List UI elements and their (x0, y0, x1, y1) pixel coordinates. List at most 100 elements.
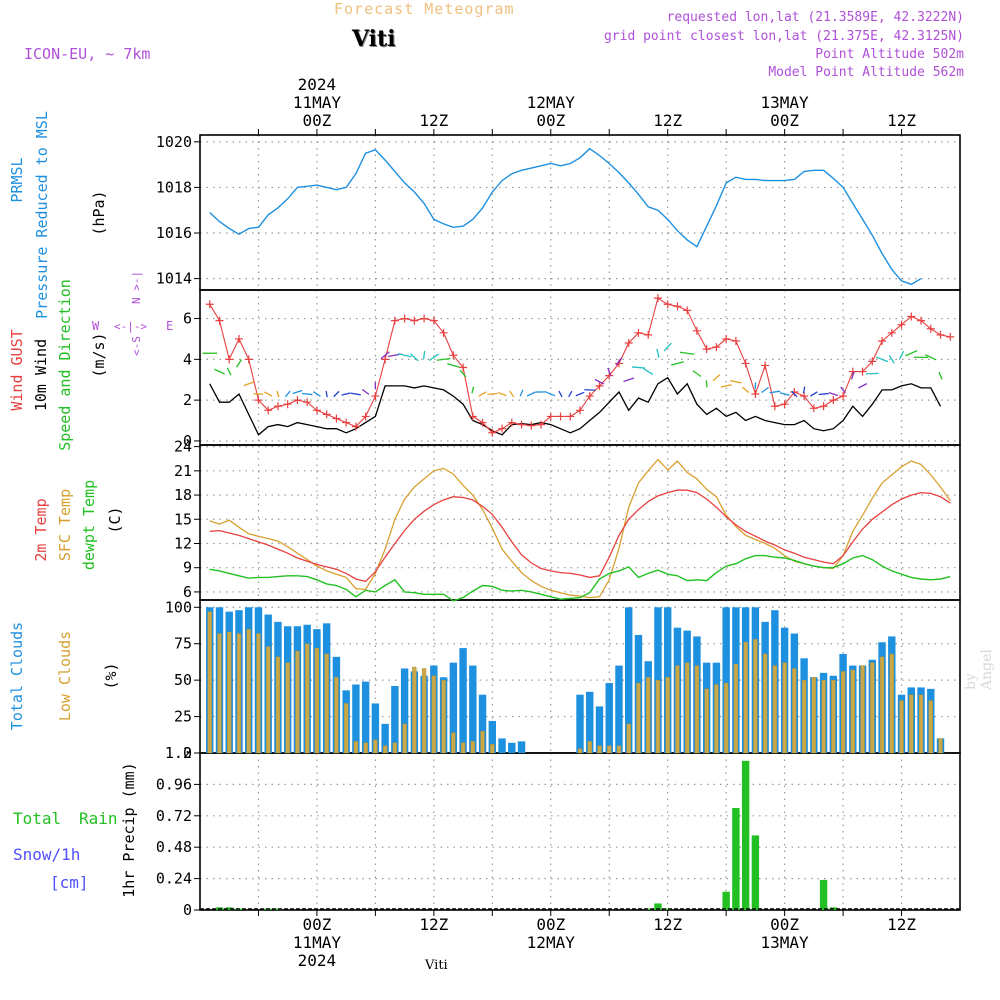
gust-marker (478, 418, 487, 427)
gust-marker (907, 312, 916, 321)
gust-marker (215, 316, 224, 325)
y-tick-label: 9 (183, 559, 192, 577)
gust-marker (507, 418, 516, 427)
gust-marker (692, 326, 701, 335)
low-cloud-bar (889, 653, 894, 754)
gust-marker (819, 402, 828, 411)
wind-direction-arrow (350, 392, 361, 396)
gust-marker (322, 410, 331, 419)
low-cloud-bar (714, 684, 719, 754)
wind-direction-arrow (436, 357, 451, 361)
wind-direction-arrow (679, 351, 695, 355)
wind-direction-arrow (730, 380, 742, 384)
wind-direction-arrow (546, 391, 556, 397)
gust-marker (381, 355, 390, 364)
low-cloud-bar (324, 653, 329, 754)
precip-bar (644, 908, 652, 910)
total-cloud-bar (722, 607, 730, 753)
total-cloud-bar (576, 694, 584, 753)
low-cloud-bar (266, 646, 271, 754)
bottom-time-label: 12Z (887, 915, 916, 934)
wind-direction-arrow (380, 351, 390, 360)
low-cloud-bar (772, 665, 778, 754)
gust-marker (722, 334, 731, 343)
low-cloud-bar (879, 656, 885, 754)
wind-direction-arrow (720, 384, 732, 388)
low-cloud-bar (490, 744, 495, 754)
gust-marker (371, 392, 380, 401)
precip-bar (654, 903, 662, 910)
gust-marker (673, 302, 682, 311)
low-cloud-bar (412, 666, 417, 754)
total-cloud-bar (517, 741, 526, 753)
compass-axis: <-|-> (114, 320, 147, 333)
y-tick-label: 1014 (156, 270, 192, 288)
wind-direction-arrow (924, 354, 937, 361)
low-cloud-bar (704, 688, 709, 754)
low-cloud-bar (480, 730, 485, 754)
panel-pressure: 1014 1016 1018 1020 (156, 133, 961, 291)
wind-direction-arrow (712, 374, 721, 382)
low-cloud-bar (733, 663, 739, 754)
gust-marker (264, 406, 273, 415)
low-cloud-bar (821, 679, 826, 754)
gust-marker (420, 314, 429, 323)
gust-marker (624, 339, 633, 348)
low-cloud-bar (918, 694, 924, 754)
top-time-label: 2024 (298, 75, 337, 94)
top-time-label: 00Z (302, 111, 331, 130)
wind-direction-arrow (558, 390, 563, 398)
y-tick-label: 0.72 (156, 807, 192, 825)
wind-direction-arrow (325, 390, 328, 398)
low-cloud-bar (636, 682, 641, 754)
y-tick-label: 24 (174, 438, 192, 456)
low-clouds-label: Low Clouds (56, 631, 74, 721)
wind-direction-arrow (276, 390, 280, 398)
top-time-label: 12Z (653, 111, 682, 130)
wind-direction-arrow (802, 386, 806, 394)
bottom-time-label: 00Z (302, 915, 331, 934)
sfc-temp-line (209, 458, 951, 599)
low-cloud-bar (344, 703, 349, 754)
gust-marker (897, 320, 906, 329)
gust-marker (390, 316, 399, 325)
wind-direction-arrow (791, 390, 798, 398)
y-tick-label: 1016 (156, 224, 192, 242)
wind-speed-line (209, 376, 942, 436)
y-tick-label: 6 (183, 583, 192, 601)
wind-direction-arrow (615, 357, 623, 366)
temp-unit: (C) (106, 506, 124, 533)
wind-speed-dir-label: Speed and Direction (56, 279, 74, 451)
total-cloud-bar (352, 684, 360, 753)
low-cloud-bar (597, 745, 602, 754)
precip-bar (274, 908, 282, 910)
gust-marker (809, 404, 818, 413)
y-tick-label: 1020 (156, 133, 192, 151)
y-tick-label: 15 (174, 510, 192, 528)
y-tick-label: 0.96 (156, 775, 192, 793)
low-cloud-bar (402, 723, 407, 754)
wind-direction-arrow (865, 372, 879, 375)
gust-marker (429, 316, 438, 325)
precip-unit: 1hr Precip (mm) (120, 762, 138, 897)
wind-direction-arrow (742, 386, 750, 394)
low-cloud-bar (646, 677, 651, 754)
low-cloud-bar (840, 671, 846, 754)
y-tick-label: 18 (174, 486, 192, 504)
wind-direction-arrow (857, 383, 868, 389)
wind-direction-arrow (692, 370, 702, 378)
top-time-label: 12Z (887, 111, 916, 130)
wind-direction-arrow (809, 391, 818, 397)
low-cloud-bar (382, 745, 388, 754)
grid-coords: grid point closest lon,lat (21.375E, 42.… (603, 29, 964, 44)
low-cloud-bar (285, 662, 290, 754)
gust-marker (351, 422, 360, 431)
temp2m-label: 2m Temp (32, 498, 50, 561)
low-cloud-bar (928, 700, 933, 754)
top-time-label: 00Z (770, 111, 799, 130)
y-tick-label: 75 (174, 635, 192, 653)
total-clouds-label: Total Clouds (8, 622, 26, 730)
gust-marker (537, 420, 546, 429)
wind-direction-arrow (428, 353, 439, 362)
wind-direction-arrow (264, 391, 273, 397)
